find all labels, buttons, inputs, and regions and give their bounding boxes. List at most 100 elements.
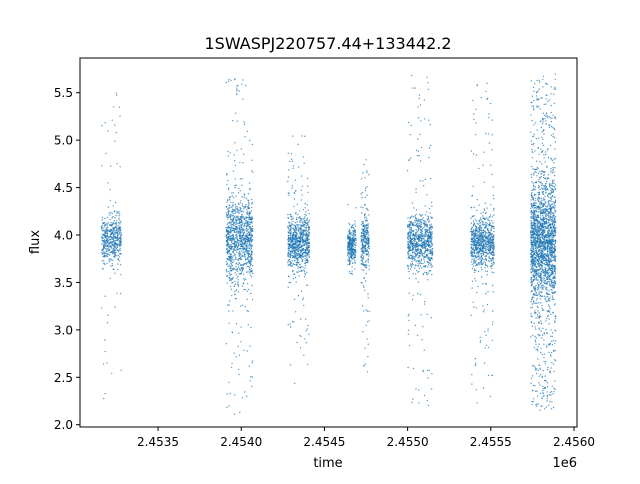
data-point <box>420 226 422 229</box>
data-point <box>292 167 294 169</box>
data-point <box>295 226 297 228</box>
data-point <box>241 178 243 180</box>
data-point <box>489 395 492 398</box>
data-point <box>104 242 106 244</box>
data-point <box>366 224 368 226</box>
data-point <box>306 284 308 286</box>
data-point <box>536 166 539 168</box>
data-point <box>420 250 423 253</box>
data-point <box>543 281 545 283</box>
data-point <box>413 239 415 242</box>
data-point <box>426 76 428 79</box>
data-point <box>349 230 351 233</box>
data-point <box>422 236 424 238</box>
data-point <box>428 147 431 149</box>
data-point <box>233 250 235 252</box>
data-point <box>367 224 369 227</box>
data-point <box>408 220 410 223</box>
data-point <box>230 236 232 238</box>
data-point <box>239 225 241 227</box>
data-point <box>290 222 292 224</box>
data-point <box>233 224 235 227</box>
data-point <box>306 240 309 242</box>
data-point <box>296 254 298 256</box>
data-point <box>300 229 303 231</box>
data-point <box>366 249 368 251</box>
data-point <box>364 241 366 243</box>
data-point <box>304 255 306 257</box>
data-point <box>308 225 310 228</box>
data-point <box>118 219 121 221</box>
data-point <box>541 123 544 125</box>
data-point <box>233 227 235 229</box>
data-point <box>491 374 493 376</box>
data-point <box>408 240 411 242</box>
data-point <box>234 228 237 231</box>
data-point <box>364 187 367 189</box>
data-point <box>233 254 236 256</box>
data-point <box>295 242 298 244</box>
data-point <box>240 243 242 245</box>
data-point <box>411 247 414 250</box>
data-point <box>248 250 250 252</box>
data-point <box>490 204 492 206</box>
data-point <box>251 253 253 256</box>
data-point <box>545 123 547 125</box>
data-point <box>349 255 352 258</box>
data-point <box>420 259 422 261</box>
data-point <box>349 249 352 252</box>
data-point <box>490 243 492 246</box>
data-point <box>408 121 410 124</box>
data-point <box>485 292 487 295</box>
data-point <box>232 267 234 270</box>
data-point <box>240 221 242 224</box>
data-point <box>360 206 362 208</box>
data-point <box>355 207 357 209</box>
data-point <box>485 237 487 239</box>
data-point <box>366 236 368 238</box>
data-point <box>119 241 122 243</box>
data-point <box>290 153 293 155</box>
data-point <box>234 290 236 293</box>
data-point <box>412 229 414 231</box>
data-point <box>308 256 310 258</box>
data-point <box>238 373 240 376</box>
data-point <box>247 256 249 258</box>
data-point <box>306 224 308 227</box>
data-point <box>119 237 121 240</box>
data-point <box>366 171 368 174</box>
data-point <box>293 273 296 275</box>
data-point <box>476 402 478 404</box>
data-point <box>107 182 109 184</box>
data-point <box>115 237 117 239</box>
data-point <box>243 242 245 245</box>
data-point <box>302 266 304 268</box>
data-point <box>292 165 295 167</box>
data-point <box>298 241 300 244</box>
data-point <box>103 230 105 232</box>
data-point <box>226 251 228 253</box>
data-point <box>294 239 296 242</box>
data-point <box>364 363 366 365</box>
data-point <box>409 264 412 267</box>
data-point <box>368 242 370 245</box>
data-point <box>407 333 410 335</box>
data-point <box>238 244 240 246</box>
data-point <box>424 240 427 242</box>
data-point <box>238 239 240 242</box>
data-point <box>540 347 542 349</box>
data-point <box>305 233 307 236</box>
data-point <box>362 251 364 253</box>
data-point <box>486 207 488 209</box>
data-point <box>226 406 228 409</box>
data-point <box>112 223 114 225</box>
data-point <box>289 232 292 235</box>
data-point <box>362 239 365 241</box>
data-point <box>489 244 491 247</box>
data-point <box>236 120 238 122</box>
data-point <box>354 246 356 249</box>
data-point <box>351 257 353 260</box>
data-point <box>104 230 106 233</box>
data-point <box>239 190 241 192</box>
data-point <box>362 257 364 259</box>
